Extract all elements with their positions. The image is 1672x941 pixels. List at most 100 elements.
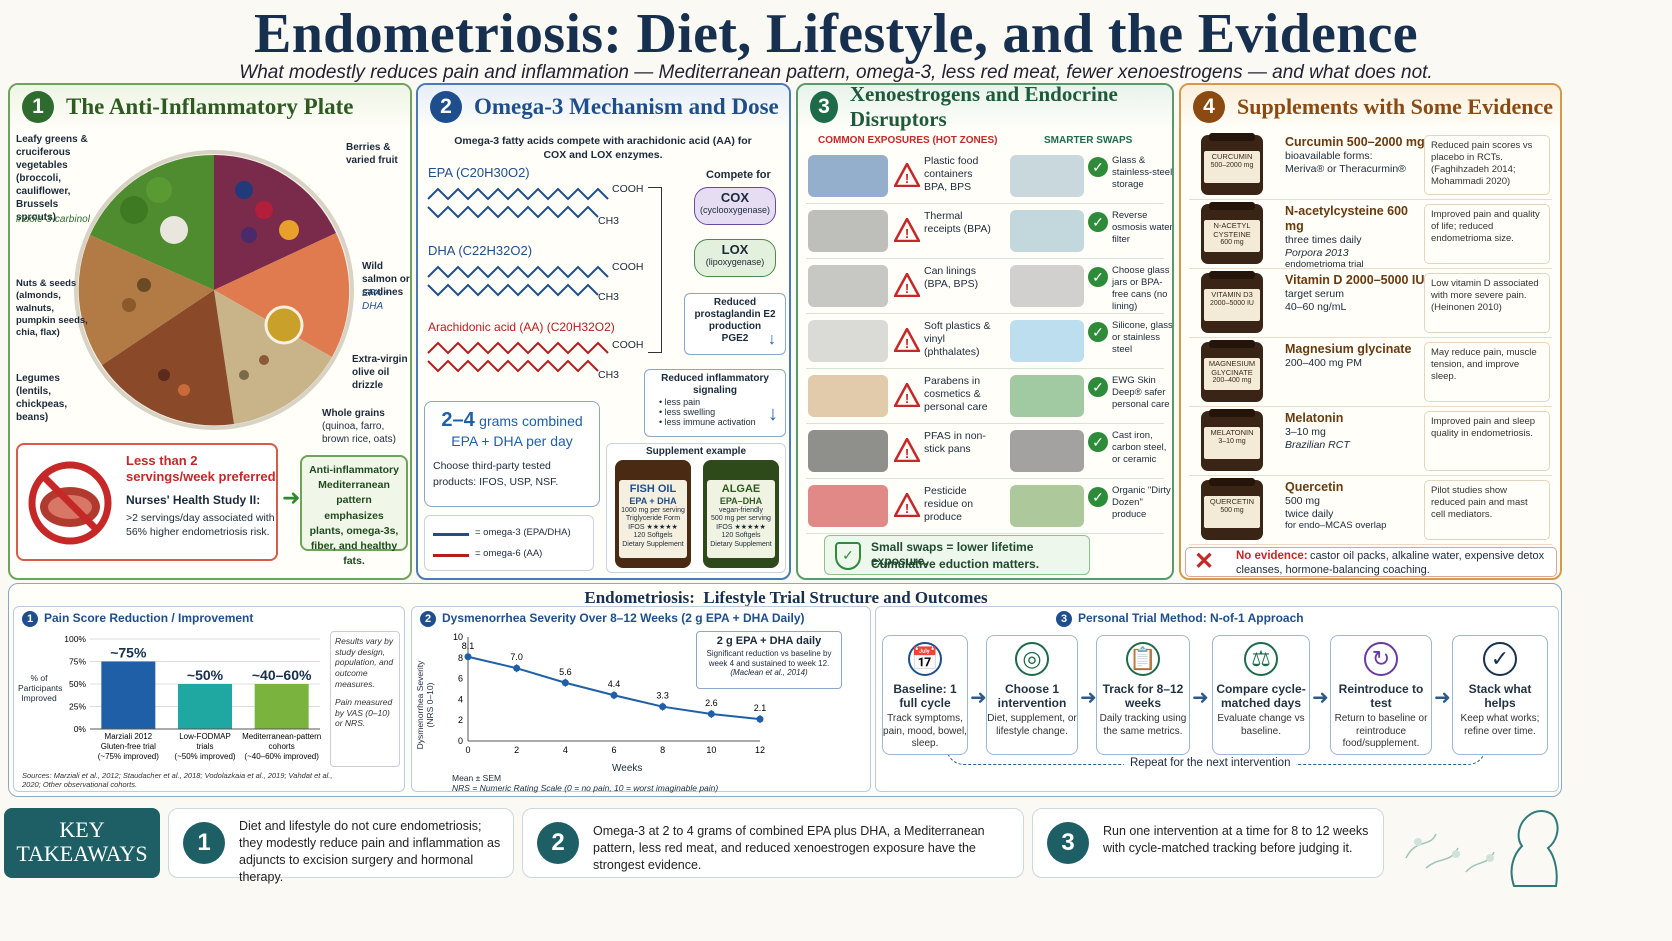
data-point	[610, 691, 618, 699]
bracket-line	[648, 187, 662, 353]
mediterranean-box: Anti-inflammatory Mediterranean pattern …	[300, 455, 408, 567]
red-meat-heading: Less than 2 servings/week preferred	[126, 453, 276, 485]
warning-icon: !	[894, 328, 920, 352]
down-arrow-icon: ↓	[768, 403, 778, 425]
y-tick-label: 2	[458, 715, 463, 725]
supplement-note: Reduced pain scores vs placebo in RCTs. …	[1424, 135, 1550, 195]
bar	[101, 661, 156, 729]
signal-title: Reduced inflammatory signaling	[661, 373, 769, 396]
trial-step: 📅 Baseline: 1 full cycle Track symptoms, p…	[882, 635, 968, 755]
takeaway-1: 1 Diet and lifestyle do not cure endomet…	[168, 808, 514, 884]
supplement-example: Supplement example FISH OIL EPA + DHA 10…	[606, 443, 786, 573]
col-exposures: COMMON EXPOSURES (HOT ZONES)	[818, 135, 998, 146]
check-icon: ✓	[1088, 322, 1108, 342]
swap-image	[1010, 265, 1084, 307]
supplement-row: VITAMIN D3 2000–5000 IU Vitamin D 2000–500…	[1189, 269, 1552, 338]
legend-o3: = omega-3 (EPA/DHA)	[475, 527, 571, 538]
no-evidence-text: castor oil packs, alkaline water, expens…	[1236, 550, 1545, 576]
exposure-text: Can linings (BPA, BPS)	[924, 265, 979, 291]
supplement-bottle: VITAMIN D3 2000–5000 IU	[1201, 271, 1263, 333]
lox-box: LOX (lipoxygenase)	[694, 239, 776, 277]
supplement-line2: 500 mg	[1285, 495, 1321, 507]
data-label: 2.6	[705, 698, 718, 708]
supplement-name: Magnesium glycinate	[1285, 342, 1412, 356]
takeaway-text: Omega-3 at 2 to 4 grams of combined EPA …	[593, 824, 985, 872]
bar-value-label: ~50%	[187, 667, 224, 683]
aa-label: Arachidonic acid (AA) (C20H32O2)	[428, 320, 615, 334]
down-arrow-icon: ↓	[768, 331, 776, 348]
fish-oil-bottle: FISH OIL EPA + DHA 1000 mg per serving T…	[615, 460, 691, 568]
data-point	[707, 710, 715, 718]
cox-box: COX (cyclooxygenase)	[694, 187, 776, 225]
step-arrow-icon: ➜	[1312, 687, 1329, 709]
step-icon: ✓	[1483, 642, 1517, 676]
algae-name: ALGAE	[721, 483, 761, 495]
supplement-info: Quercetin 500 mg twice daily for endo–MCAS …	[1285, 480, 1427, 532]
exposure-text: Pesticide residue on produce	[924, 485, 974, 524]
swap-text: EWG Skin Deep® safer personal care	[1112, 375, 1170, 410]
bar-value-label: ~75%	[110, 645, 147, 661]
pain-bar-chart: 100% 75% 50% 25% 0% ~75% Marziali 2012Gluten-f…	[64, 634, 321, 761]
step-desc: Daily tracking using the same metrics.	[1099, 713, 1187, 737]
bottle-cap	[1209, 409, 1255, 417]
check-icon: ✓	[1088, 212, 1108, 232]
exposure-image	[808, 155, 888, 197]
dose-text: 2–4 grams combined EPA + DHA per day	[433, 408, 591, 451]
fish-oil-d4: 120 Softgels	[633, 532, 673, 540]
step-arrow-icon: ➜	[1434, 687, 1451, 709]
dys-box-cite: (Maclean et al., 2014)	[730, 668, 808, 678]
legend-o3-swatch	[433, 533, 469, 536]
step-desc: Keep what works; refine over time.	[1460, 713, 1540, 737]
dys-box-text: Significant reduction vs baseline by wee…	[706, 649, 832, 668]
arrow-icon: ➜	[282, 485, 301, 510]
svg-text:!: !	[905, 336, 909, 351]
supplement-row: MELATONIN 3–10 mg Melatonin 3–10 mg Brazilia…	[1189, 407, 1552, 476]
supplement-line3: twice daily	[1285, 507, 1334, 520]
dys-ylabel: Dysmenorrhea Severity (NRS 0–10)	[415, 660, 435, 750]
swap-image	[1010, 430, 1084, 472]
check-icon: ✓	[1088, 157, 1108, 177]
x-tick-label: 12	[755, 745, 765, 755]
bottle-cap	[1209, 271, 1255, 279]
pain-ylabel: % of Participants Improved	[18, 673, 63, 704]
bottle-label: CURCUMIN 500–2000 mg	[1204, 151, 1260, 183]
bar	[254, 684, 309, 729]
dys-box-title: 2 g EPA + DHA daily	[716, 635, 822, 647]
svg-text:!: !	[905, 501, 909, 516]
algae-bottle: ALGAE EPA–DHA vegan-friendly 500 mg per …	[703, 460, 779, 568]
plate-illustration	[74, 150, 354, 430]
xeno-row: ! Plastic food containers BPA, BPS ✓ Glass …	[806, 149, 1172, 204]
bottle-cap	[1209, 340, 1255, 348]
panel-omega3-title: Omega-3 Mechanism and Dose	[474, 94, 779, 119]
warning-icon: !	[894, 163, 920, 187]
bottle-name: QUERCETIN	[1209, 497, 1255, 506]
y-tick-label: 6	[458, 674, 463, 684]
supplement-line4: endometrioma trial	[1285, 259, 1364, 271]
page-subtitle: What modestly reduces pain and inflammat…	[239, 62, 1433, 83]
panel-supplements: 4 Supplements with Some Evidence ✕ No ev…	[1179, 83, 1562, 580]
data-label: 8.1	[462, 641, 475, 651]
bottle-dose: 200–400 mg	[1212, 377, 1252, 385]
category-label: cohorts	[269, 742, 295, 751]
signal-box: Reduced inflammatory signaling • less pa…	[644, 369, 786, 437]
label-salmon-note: EPA + DHA	[362, 288, 390, 312]
supplement-line2: 3–10 mg	[1285, 426, 1326, 438]
fish-oil-name: FISH OIL	[629, 483, 677, 495]
supplement-line3: Brazilian RCT	[1285, 438, 1350, 451]
panel-xeno-title: Xenoestrogens and Endocrine Disruptors	[849, 83, 1118, 131]
col-swaps: SMARTER SWAPS	[1044, 135, 1133, 146]
swap-text: Cast iron, carbon steel, or ceramic	[1112, 430, 1167, 465]
exposure-text: Thermal receipts (BPA)	[924, 210, 991, 236]
supplement-info: Curcumin 500–2000 mg bioavailable forms: M…	[1285, 135, 1427, 175]
panel-number: 1	[22, 91, 54, 123]
cox-sub: (cyclooxygenase)	[699, 205, 771, 215]
fatty-acid-structures	[427, 187, 609, 373]
warning-icon: !	[894, 493, 920, 517]
epa-cooh: COOH	[612, 183, 644, 195]
supplement-bottle: MAGNESIUM GLYCINATE 200–400 mg	[1201, 340, 1263, 402]
label-nuts: Nuts & seeds (almonds, walnuts, pumpkin …	[16, 278, 88, 339]
xeno-footer-1: Small swaps = lower lifetime exposure.	[871, 540, 1034, 568]
svg-text:!: !	[905, 391, 909, 406]
swap-text: Silicone, glass, or stainless steel	[1112, 320, 1174, 355]
bottle-label: QUERCETIN 500 mg	[1204, 496, 1260, 528]
